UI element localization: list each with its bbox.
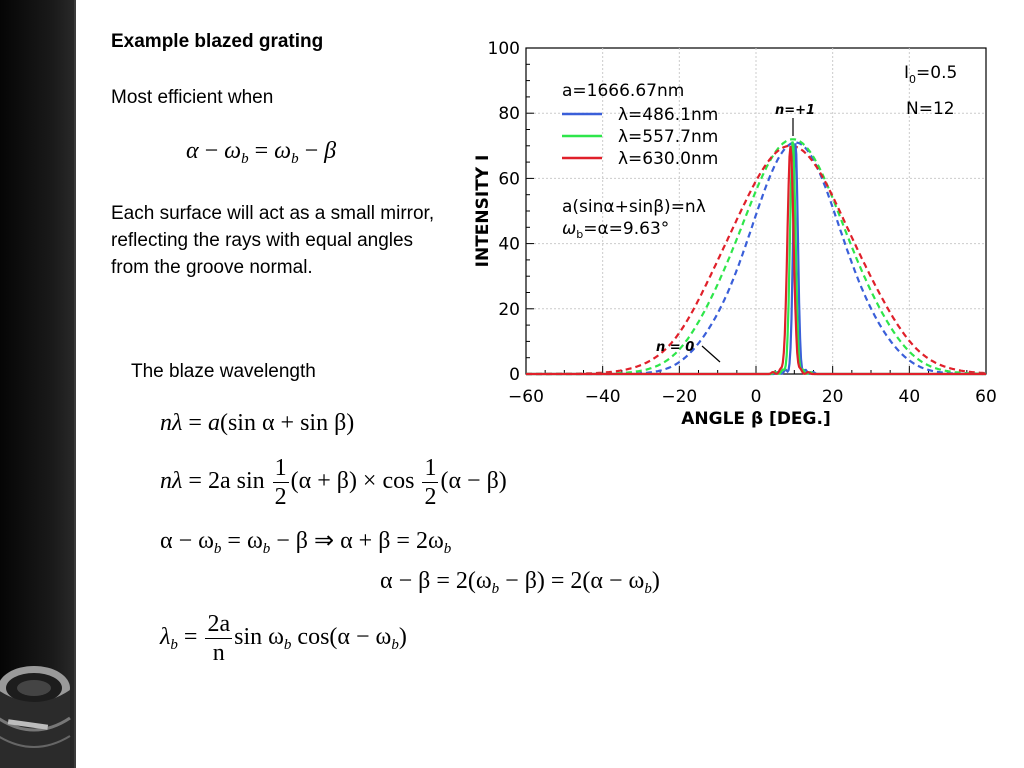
annotation-i0: I0=0.5: [904, 63, 957, 86]
equation-condition: α − ωb = ωb − β: [186, 138, 337, 167]
x-tick-label: −40: [585, 387, 621, 407]
legend-label-1: λ=486.1nm: [618, 105, 718, 125]
y-axis-label: INTENSITY I: [473, 155, 493, 268]
equation-blaze-condition: α − ωb = ωb − β ⇒ α + β = 2ωb: [160, 528, 452, 557]
equation-blaze-wavelength: λb = 2a n sin ωb cos(α − ωb): [160, 611, 407, 666]
legend-title: a=1666.67nm: [562, 81, 684, 101]
annotation-n-count: N=12: [906, 99, 955, 119]
y-tick-label: 60: [498, 169, 520, 189]
sidebar-strip: [0, 0, 76, 768]
x-axis: −60 −40 −20 0 20 40 60: [508, 366, 997, 407]
x-tick-label: −20: [661, 387, 697, 407]
y-tick-label: 40: [498, 235, 520, 255]
equation-difference: α − β = 2(ωb − β) = 2(α − ωb): [380, 568, 660, 597]
legend-label-2: λ=557.7nm: [618, 127, 718, 147]
annotation-omega: ωb=α=9.63°: [562, 219, 669, 241]
x-tick-label: 0: [751, 387, 762, 407]
blaze-wavelength-label: The blaze wavelength: [131, 361, 316, 382]
annotation-n-plus-1: n=+1: [775, 103, 815, 118]
grid: [526, 48, 986, 374]
x-tick-label: −60: [508, 387, 544, 407]
efficiency-text: Most efficient when: [111, 87, 274, 108]
series-envelope-1: [526, 141, 986, 376]
x-axis-label: ANGLE β [DEG.]: [681, 409, 830, 429]
annotation-n-zero: n = 0: [656, 340, 694, 355]
series-curves: [526, 138, 986, 376]
y-tick-label: 100: [488, 40, 520, 59]
x-tick-label: 20: [822, 387, 844, 407]
x-tick-label: 40: [899, 387, 921, 407]
intensity-chart: −60 −40 −20 0 20 40 60 0 20 40 60 80 100 ANGLE β [D…: [473, 40, 997, 429]
description-text: Each surface will act as a small mirror,…: [111, 203, 435, 278]
camera-lens-icon: [0, 666, 71, 768]
y-tick-label: 80: [498, 104, 520, 124]
slide-heading: Example blazed grating: [111, 31, 324, 52]
equation-grating: nλ = a(sin α + sin β): [160, 410, 355, 436]
series-line-3: [526, 145, 986, 376]
legend-label-3: λ=630.0nm: [618, 149, 718, 169]
series-envelope-3: [526, 144, 986, 376]
x-tick-label: 60: [975, 387, 997, 407]
n-zero-pointer: [701, 345, 721, 363]
annotation-formula: a(sinα+sinβ)=nλ: [562, 197, 706, 217]
y-tick-label: 20: [498, 300, 520, 320]
y-tick-label: 0: [509, 365, 520, 385]
y-axis: 0 20 40 60 80 100: [488, 40, 534, 385]
equation-expanded: nλ = 2a sin 1 2 (α + β) × cos 1 2 (α − β): [160, 455, 507, 510]
